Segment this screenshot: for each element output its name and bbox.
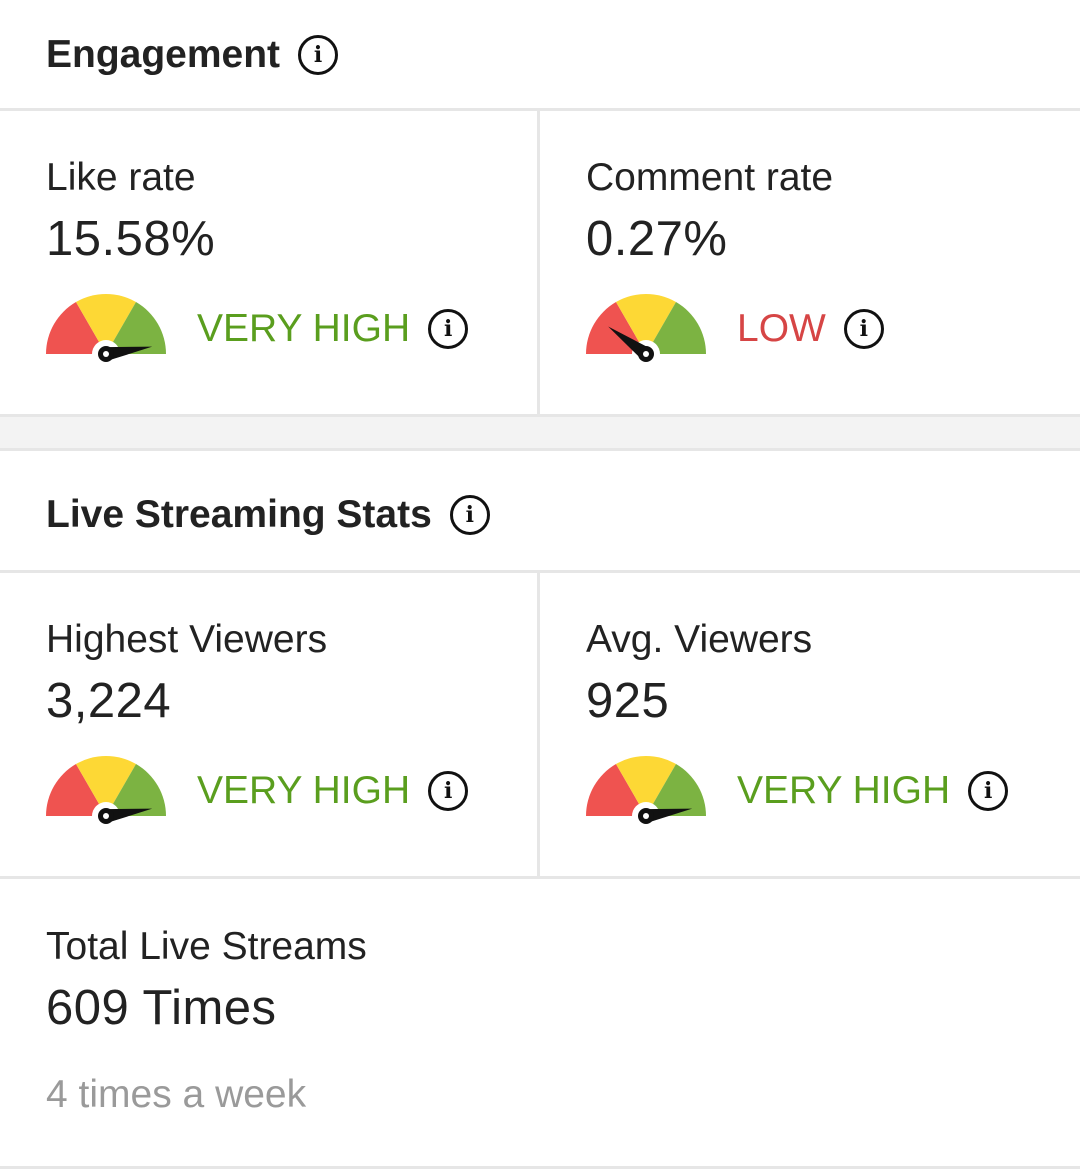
comment-rate-label: Comment rate: [586, 156, 834, 199]
avg-viewers-value: 925: [586, 674, 670, 728]
info-icon[interactable]: i: [968, 771, 1009, 811]
divider: [0, 448, 1080, 451]
gauge-icon: [46, 756, 166, 826]
info-icon[interactable]: i: [428, 309, 469, 349]
live-streaming-title: Live Streaming Stats: [46, 493, 432, 536]
info-icon[interactable]: i: [298, 35, 339, 75]
divider: [0, 414, 1080, 417]
avg-viewers-card: Avg. Viewers 925 VERY HIGH i: [540, 573, 1080, 826]
total-streams-frequency: 4 times a week: [46, 1073, 307, 1116]
divider: [537, 111, 540, 414]
engagement-header: Engagement i: [0, 30, 1080, 80]
highest-viewers-rating: VERY HIGH i: [46, 756, 540, 826]
engagement-title: Engagement: [46, 33, 281, 76]
divider: [0, 570, 1080, 573]
like-rate-value: 15.58%: [46, 212, 216, 266]
divider: [0, 1166, 1080, 1169]
highest-viewers-label: Highest Viewers: [46, 618, 328, 661]
total-streams-label: Total Live Streams: [46, 925, 367, 968]
avg-viewers-label: Avg. Viewers: [586, 618, 813, 661]
total-streams-card: Total Live Streams 609 Times 4 times a w…: [0, 879, 1080, 1114]
rating-label: VERY HIGH: [197, 769, 411, 812]
divider: [0, 108, 1080, 111]
comment-rate-rating: LOW i: [586, 294, 1080, 364]
info-icon[interactable]: i: [843, 309, 884, 349]
rating-label: LOW: [737, 307, 826, 350]
rating-label: VERY HIGH: [737, 769, 951, 812]
avg-viewers-rating: VERY HIGH i: [586, 756, 1080, 826]
info-icon[interactable]: i: [428, 771, 469, 811]
divider: [0, 876, 1080, 879]
live-streaming-header: Live Streaming Stats i: [0, 490, 1080, 540]
info-icon[interactable]: i: [449, 495, 490, 535]
gauge-icon: [586, 294, 706, 364]
gauge-icon: [46, 294, 166, 364]
like-rate-rating: VERY HIGH i: [46, 294, 540, 364]
comment-rate-card: Comment rate 0.27% LOW i: [540, 111, 1080, 364]
gauge-icon: [586, 756, 706, 826]
rating-label: VERY HIGH: [197, 307, 411, 350]
like-rate-label: Like rate: [46, 156, 196, 199]
like-rate-card: Like rate 15.58% VERY HIGH i: [0, 111, 540, 364]
divider: [537, 573, 540, 876]
highest-viewers-card: Highest Viewers 3,224 VERY HIGH i: [0, 573, 540, 826]
total-streams-value: 609 Times: [46, 981, 277, 1035]
section-gap: [0, 417, 1080, 448]
comment-rate-value: 0.27%: [586, 212, 728, 266]
highest-viewers-value: 3,224: [46, 674, 172, 728]
